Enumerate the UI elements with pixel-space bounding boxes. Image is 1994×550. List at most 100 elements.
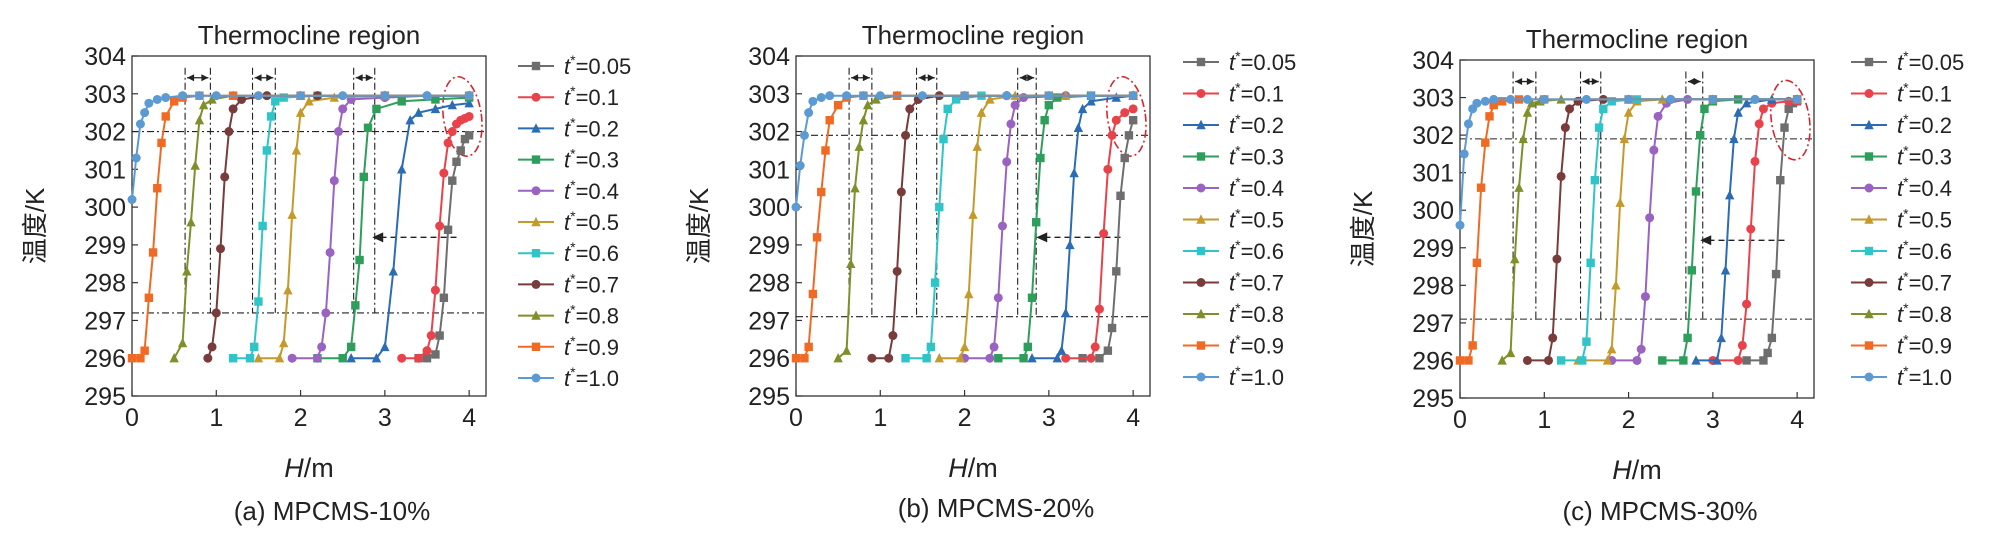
- legend-marker: [531, 310, 541, 320]
- legend-symbol: t: [1229, 176, 1236, 201]
- x-tick-label: 1: [873, 404, 887, 432]
- x-tick-label: 1: [209, 404, 223, 432]
- data-point: [1611, 280, 1621, 290]
- data-point: [1112, 267, 1121, 276]
- data-point: [1107, 130, 1117, 140]
- data-point: [858, 115, 869, 125]
- plot-frame: [131, 55, 487, 397]
- data-point: [448, 176, 457, 185]
- series-3: [1027, 90, 1138, 363]
- legend-value: =0.5: [576, 210, 619, 235]
- data-point: [1522, 107, 1533, 117]
- x-tick-label: 2: [958, 404, 972, 432]
- y-tick-label: 298: [748, 270, 790, 298]
- legend-value: =0.9: [1909, 334, 1952, 359]
- panel-caption: (a) MPCMS-10%: [234, 496, 430, 526]
- data-point: [846, 258, 856, 268]
- data-point: [1729, 133, 1739, 144]
- data-point: [1750, 156, 1760, 166]
- y-tick-label: 303: [84, 81, 126, 109]
- legend-value: =0.3: [1241, 145, 1284, 170]
- series-4: [313, 93, 474, 363]
- legend-marker: [531, 249, 541, 258]
- legend-marker: [1196, 372, 1206, 382]
- data-point: [1784, 104, 1793, 114]
- legend-value: =0.6: [1909, 239, 1952, 264]
- data-point: [1497, 97, 1507, 106]
- legend-entry: t*=0.8: [1229, 300, 1284, 327]
- data-point: [1095, 354, 1104, 363]
- x-tick-label: 0: [125, 404, 139, 432]
- data-point: [976, 107, 987, 117]
- data-point: [1103, 346, 1113, 355]
- data-point: [169, 353, 179, 363]
- series-3: [346, 98, 474, 363]
- data-point: [291, 145, 302, 155]
- legend-superscript: *: [1235, 237, 1241, 253]
- legend-value: =1.0: [1909, 365, 1952, 390]
- data-point: [325, 247, 335, 257]
- legend-marker: [1864, 308, 1874, 319]
- legend-symbol: t: [1229, 334, 1236, 359]
- legend-entry: t*=0.5: [1897, 206, 1952, 233]
- legend-symbol: t: [564, 148, 571, 173]
- legend-entry: t*=0.1: [564, 83, 619, 110]
- arrow-head: [1526, 78, 1534, 86]
- legend-entry: t*=0.3: [1897, 143, 1952, 170]
- legend-value: =0.7: [576, 272, 619, 297]
- data-point: [253, 353, 264, 363]
- legend-entry: t*=0.3: [564, 146, 619, 173]
- data-point: [211, 91, 221, 101]
- legend-marker: [1196, 89, 1206, 98]
- x-tick-label: 3: [378, 404, 392, 432]
- series-10: [127, 91, 474, 363]
- arrow-head: [1687, 78, 1695, 86]
- series-10: [791, 91, 1138, 363]
- data-point: [1640, 292, 1650, 302]
- direction-arrow-head: [372, 232, 384, 243]
- data-point: [304, 96, 314, 106]
- data-point: [1754, 119, 1764, 129]
- series-line: [1459, 98, 1798, 226]
- data-point: [426, 331, 436, 341]
- chart-title: Thermocline region: [1526, 24, 1749, 54]
- y-tick-label: 297: [84, 307, 126, 335]
- legend-superscript: *: [1235, 48, 1241, 64]
- legend-entry: t*=1.0: [564, 364, 619, 391]
- x-tick-label: 1: [1537, 406, 1551, 434]
- legend-symbol: t: [1229, 302, 1236, 327]
- data-point: [833, 100, 843, 110]
- data-point: [1565, 104, 1575, 114]
- series-line: [795, 94, 1134, 208]
- data-point: [922, 354, 931, 363]
- legend-entry: t*=0.6: [564, 239, 619, 266]
- data-point: [198, 99, 209, 110]
- data-point: [452, 157, 461, 166]
- legend-superscript: *: [1903, 237, 1909, 253]
- y-axis-label: 温度/K: [1348, 190, 1378, 267]
- legend-marker: [1864, 341, 1874, 350]
- data-point: [1653, 111, 1663, 121]
- data-point: [1784, 96, 1794, 106]
- legend-superscript: *: [570, 208, 576, 224]
- data-point: [161, 112, 170, 121]
- data-point: [464, 111, 474, 121]
- legend-superscript: *: [1235, 363, 1241, 379]
- data-point: [317, 342, 327, 352]
- data-point: [1582, 337, 1591, 346]
- data-point: [397, 97, 406, 106]
- legend-superscript: *: [1903, 269, 1909, 285]
- data-point: [1687, 266, 1696, 275]
- data-point: [1548, 333, 1558, 343]
- highlight-ellipse: [1105, 75, 1147, 157]
- legend-value: =0.4: [576, 179, 619, 204]
- legend-symbol: t: [564, 272, 571, 297]
- data-point: [1120, 153, 1129, 163]
- data-point: [1522, 94, 1532, 104]
- data-point: [1489, 100, 1498, 110]
- data-point: [1712, 355, 1722, 365]
- y-tick-label: 299: [1412, 235, 1454, 263]
- x-axis-label: H/m: [948, 453, 998, 483]
- data-point: [1776, 175, 1785, 185]
- data-point: [287, 353, 297, 363]
